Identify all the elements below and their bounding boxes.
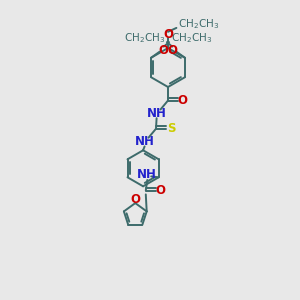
Text: O: O <box>163 28 173 41</box>
Text: O: O <box>155 184 165 197</box>
Text: S: S <box>167 122 175 135</box>
Text: NH: NH <box>147 106 166 120</box>
Text: O: O <box>177 94 188 107</box>
Text: NH: NH <box>137 168 157 182</box>
Text: CH$_2$CH$_3$: CH$_2$CH$_3$ <box>124 32 165 46</box>
Text: O: O <box>159 44 169 57</box>
Text: CH$_2$CH$_3$: CH$_2$CH$_3$ <box>171 32 212 46</box>
Text: CH$_2$CH$_3$: CH$_2$CH$_3$ <box>178 17 219 31</box>
Text: O: O <box>130 193 140 206</box>
Text: NH: NH <box>135 135 155 148</box>
Text: O: O <box>167 44 177 57</box>
